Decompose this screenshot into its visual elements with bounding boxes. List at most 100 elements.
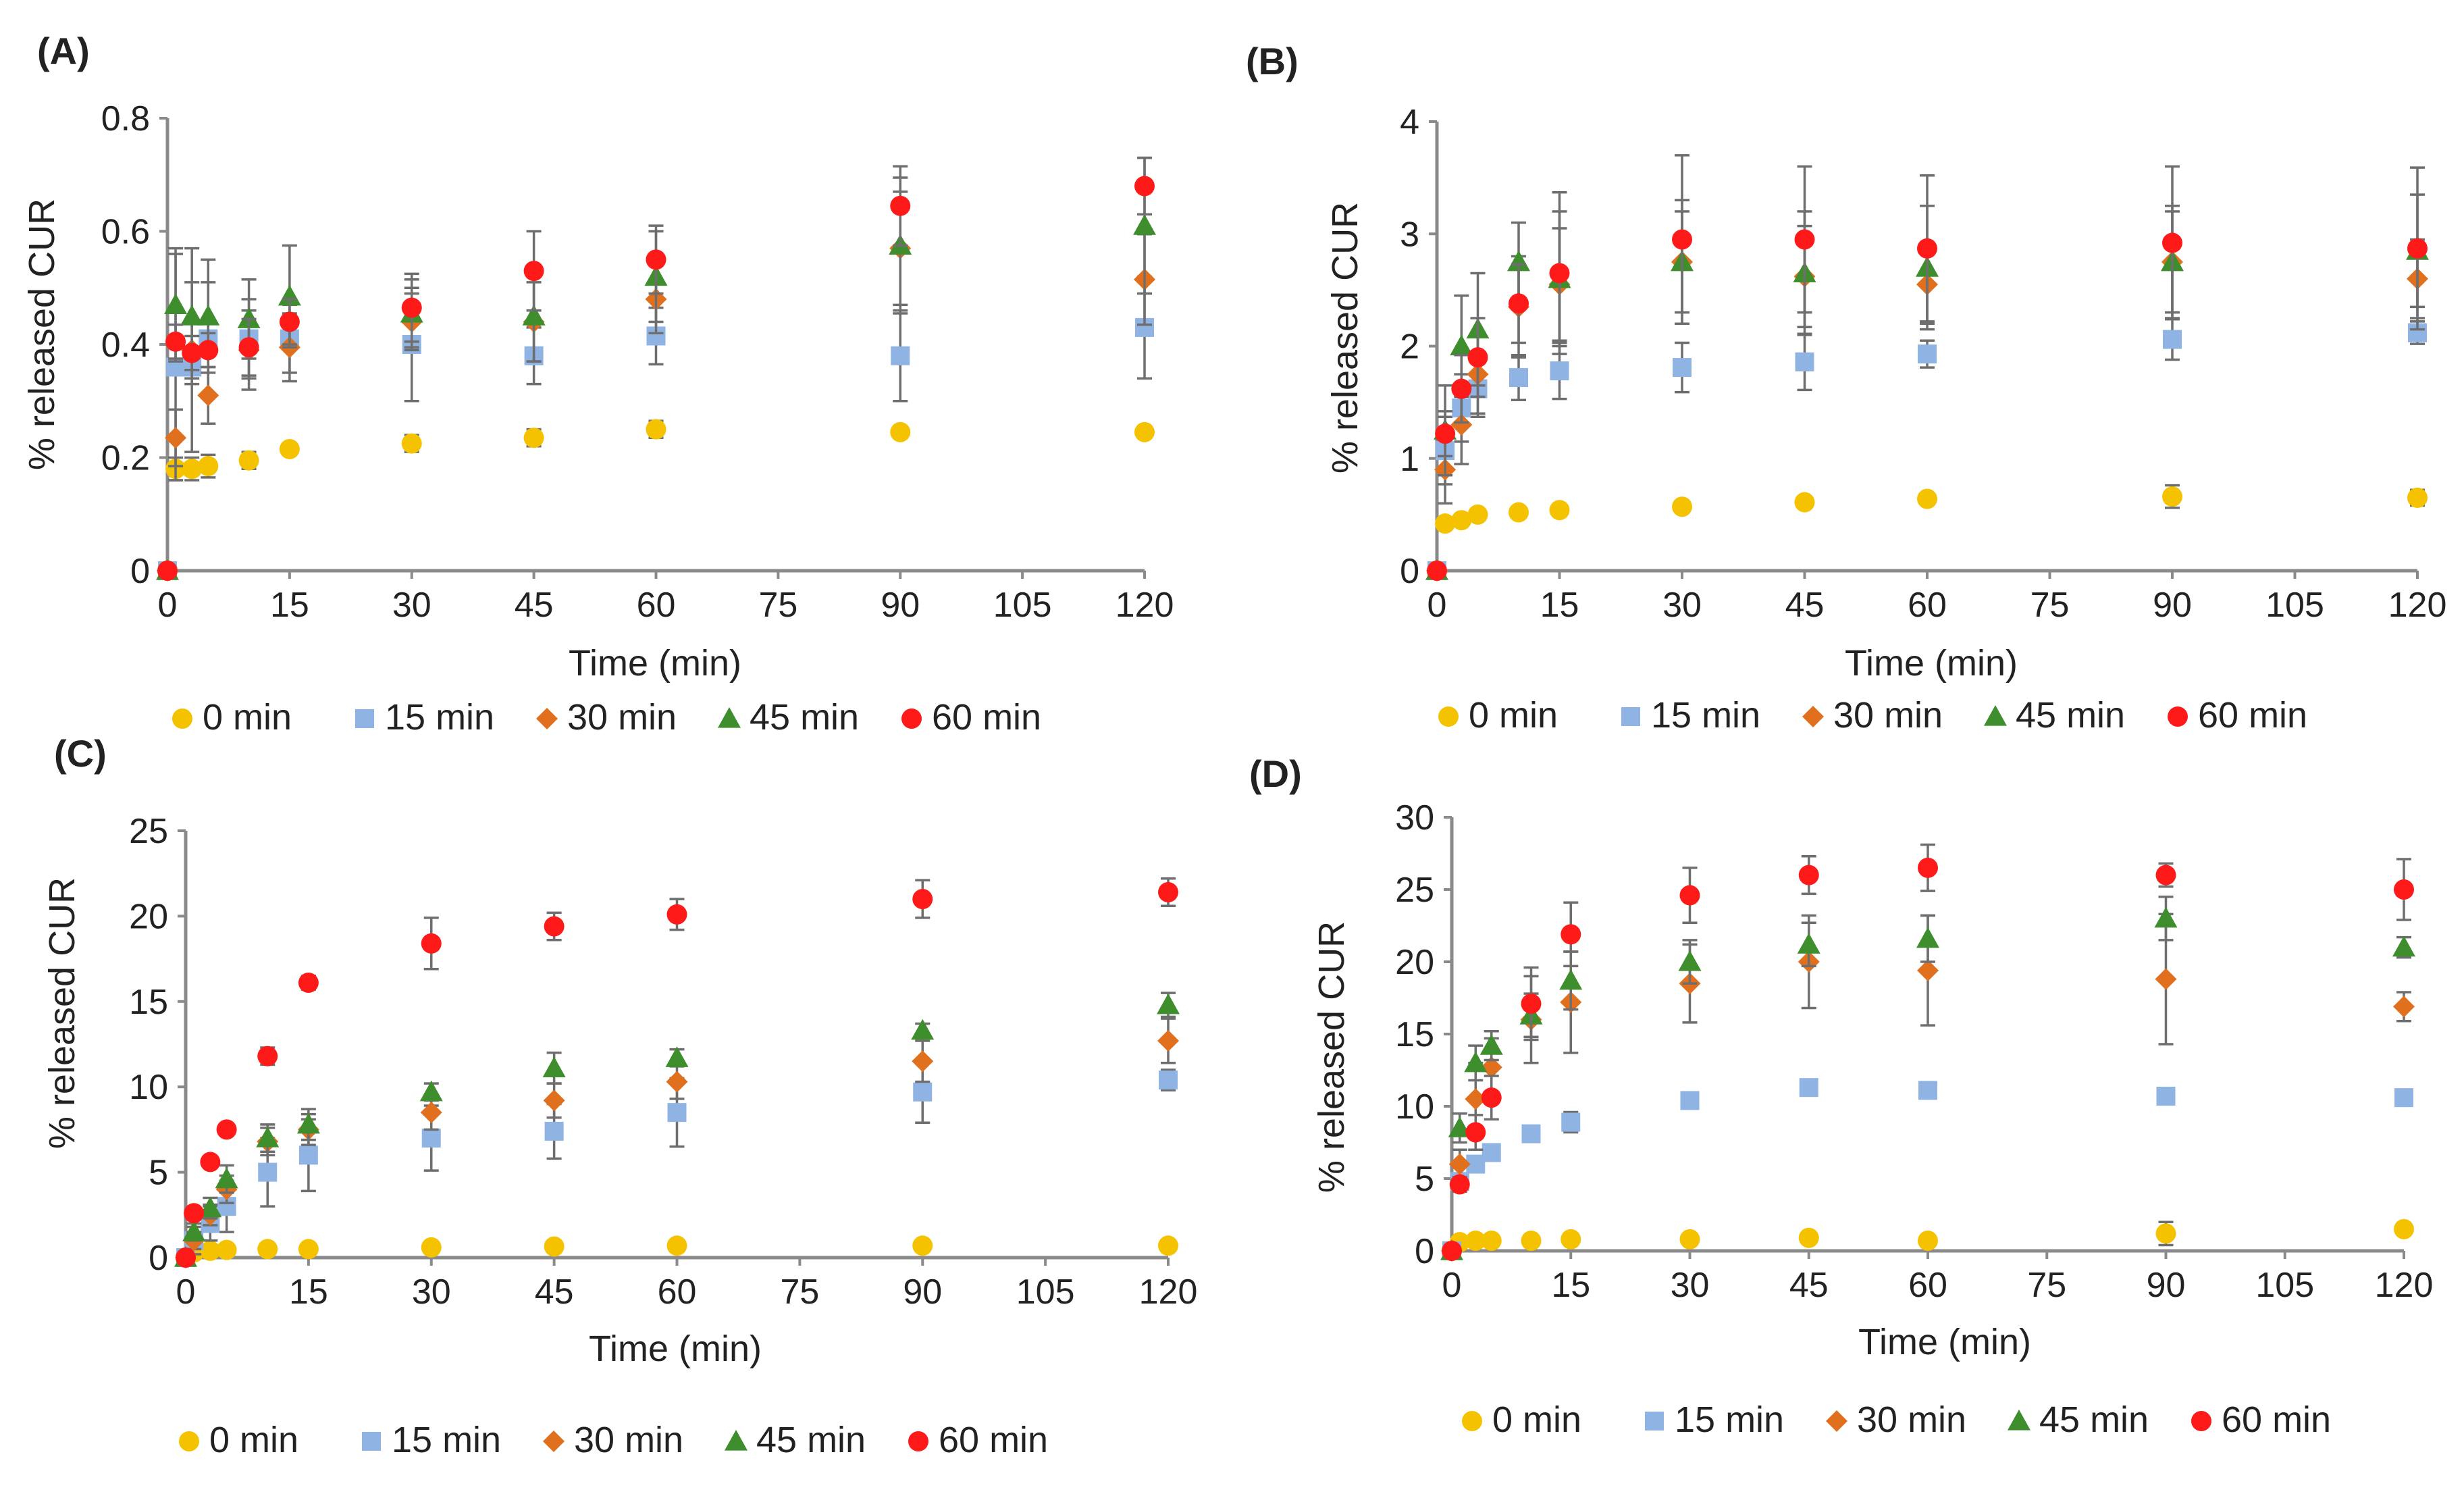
y-tick-label: 3 bbox=[1400, 215, 1419, 254]
x-tick-label: 90 bbox=[2147, 1266, 2186, 1305]
x-tick-label: 60 bbox=[637, 586, 676, 625]
data-point bbox=[216, 1119, 237, 1140]
data-point bbox=[1159, 1071, 1178, 1090]
x-tick-label: 15 bbox=[1540, 586, 1579, 625]
y-tick-label: 0 bbox=[149, 1239, 168, 1278]
data-point bbox=[1549, 263, 1570, 284]
y-axis-title: % released CUR bbox=[22, 199, 62, 470]
x-tick-label: 75 bbox=[758, 586, 797, 625]
x-tick-label: 120 bbox=[1139, 1272, 1198, 1312]
legend-marker bbox=[1462, 1411, 1482, 1431]
series-45-min bbox=[174, 991, 1180, 1267]
plot-area: 0 1 2 3 4 0 15 30 45 60 75 90 105 120 bbox=[1400, 103, 2446, 625]
x-tick-label: 15 bbox=[1551, 1266, 1590, 1305]
panel-c: (C) % released CUR Time (min) 0 5 10 15 20 25… bbox=[42, 732, 1197, 1460]
data-point bbox=[2154, 906, 2178, 928]
legend-label: 60 min bbox=[2198, 695, 2307, 736]
data-point bbox=[1134, 421, 1155, 442]
data-point bbox=[298, 1239, 319, 1260]
x-tick-label: 45 bbox=[1785, 586, 1825, 625]
y-tick-label: 0.6 bbox=[101, 213, 150, 252]
plot-area: 0 5 10 15 20 25 30 0 15 30 45 60 75 90 105 120 bbox=[1395, 798, 2433, 1305]
panel-label: (B) bbox=[1246, 40, 1299, 82]
legend-marker bbox=[1802, 706, 1824, 727]
y-tick-label: 5 bbox=[1415, 1160, 1434, 1199]
data-point bbox=[1465, 1088, 1487, 1110]
legend-marker bbox=[179, 1431, 199, 1451]
data-point bbox=[1918, 1231, 1938, 1252]
plot-area: 0 5 10 15 20 25 0 15 30 45 60 75 90 105 120 bbox=[129, 812, 1197, 1312]
x-tick-label: 30 bbox=[1671, 1266, 1710, 1305]
legend-item: 15 min bbox=[355, 697, 494, 738]
data-point bbox=[198, 340, 219, 361]
legend: 0 min 15 min 30 min 45 min 60 min bbox=[1462, 1399, 2331, 1440]
data-point bbox=[200, 1240, 221, 1261]
legend-marker bbox=[908, 1431, 928, 1451]
data-point bbox=[1672, 496, 1692, 517]
data-point bbox=[238, 450, 259, 471]
data-point bbox=[912, 1050, 934, 1073]
legend-label: 45 min bbox=[756, 1420, 866, 1460]
legend-label: 15 min bbox=[1675, 1399, 1784, 1440]
data-point bbox=[165, 427, 187, 449]
y-tick-label: 0 bbox=[1415, 1232, 1434, 1271]
data-point bbox=[2162, 232, 2182, 253]
x-tick-label: 105 bbox=[993, 586, 1052, 625]
data-point bbox=[401, 433, 422, 454]
data-point bbox=[1798, 1227, 1819, 1248]
legend-label: 30 min bbox=[574, 1420, 683, 1460]
data-point bbox=[2155, 865, 2176, 885]
data-point bbox=[200, 1152, 221, 1173]
x-tick-label: 60 bbox=[658, 1272, 697, 1312]
data-point bbox=[667, 1103, 687, 1123]
data-point bbox=[257, 1046, 278, 1066]
data-point bbox=[258, 1162, 278, 1182]
data-point bbox=[666, 1071, 688, 1093]
legend-item: 60 min bbox=[901, 697, 1041, 738]
legend-marker bbox=[543, 1431, 565, 1452]
legend-marker bbox=[1438, 706, 1459, 727]
data-point bbox=[1561, 1229, 1581, 1250]
legend-marker bbox=[2191, 1411, 2211, 1431]
data-point bbox=[2407, 487, 2428, 508]
data-point bbox=[1467, 347, 1488, 368]
legend-item: 60 min bbox=[2191, 1399, 2331, 1440]
legend-item: 45 min bbox=[2008, 1399, 2149, 1440]
legend-item: 30 min bbox=[1802, 695, 1943, 736]
y-tick-label: 30 bbox=[1395, 798, 1434, 838]
data-point bbox=[1449, 1174, 1470, 1195]
data-point bbox=[1465, 1231, 1486, 1252]
data-point bbox=[176, 1247, 196, 1268]
legend-item: 60 min bbox=[908, 1420, 1048, 1460]
legend: 0 min 15 min 30 min 45 min 60 min bbox=[172, 697, 1041, 738]
legend-item: 0 min bbox=[179, 1420, 298, 1460]
legend-label: 30 min bbox=[567, 697, 677, 738]
legend-label: 30 min bbox=[1857, 1399, 1966, 1440]
data-point bbox=[421, 933, 442, 954]
legend-item: 0 min bbox=[1462, 1399, 1581, 1440]
data-point bbox=[1450, 413, 1473, 436]
legend-item: 15 min bbox=[1621, 695, 1760, 736]
legend-item: 45 min bbox=[718, 697, 859, 738]
legend-item: 30 min bbox=[536, 697, 677, 738]
data-point bbox=[182, 342, 203, 363]
legend-item: 0 min bbox=[1438, 695, 1558, 736]
panel-d: (D) % released CUR Time (min) 0 5 10 15 20 25… bbox=[1249, 752, 2433, 1440]
x-tick-label: 90 bbox=[881, 586, 920, 625]
legend-item: 60 min bbox=[2168, 695, 2307, 736]
data-point bbox=[298, 1145, 318, 1165]
data-point bbox=[2407, 238, 2428, 259]
data-point bbox=[1550, 361, 1569, 381]
data-point bbox=[544, 1236, 565, 1257]
legend-item: 45 min bbox=[1984, 695, 2125, 736]
data-point bbox=[2393, 996, 2415, 1018]
data-point bbox=[157, 561, 178, 581]
data-point bbox=[198, 456, 219, 477]
data-point bbox=[1133, 214, 1156, 235]
legend-marker bbox=[362, 1432, 381, 1451]
legend-item: 15 min bbox=[362, 1420, 501, 1460]
data-point bbox=[199, 1196, 222, 1218]
data-point bbox=[279, 311, 300, 332]
data-point bbox=[421, 1129, 441, 1148]
data-point bbox=[1798, 865, 1819, 885]
